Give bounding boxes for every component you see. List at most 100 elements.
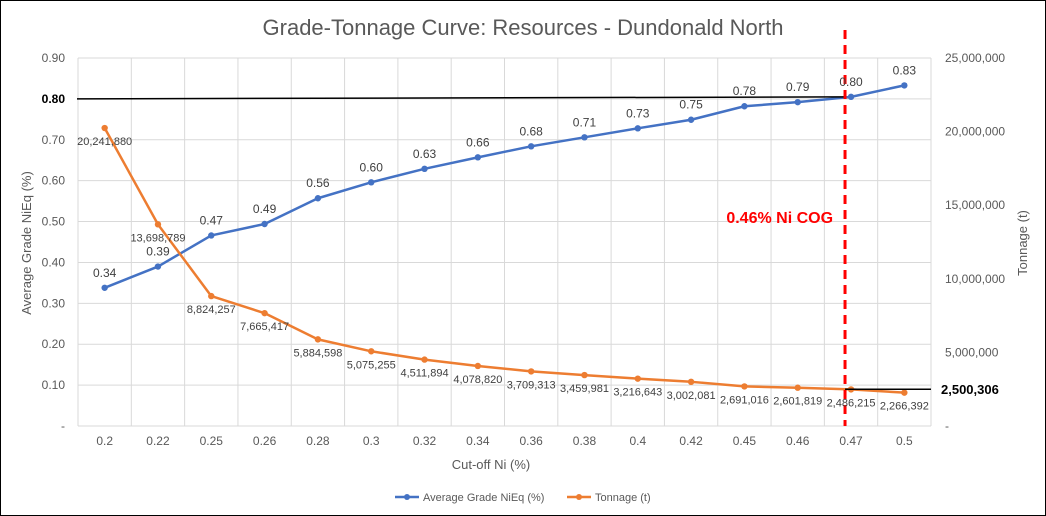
tonnage-data-label: 2,601,819 (773, 396, 822, 408)
legend-label-grade: Average Grade NiEq (%) (423, 492, 544, 504)
chart-title: Grade-Tonnage Curve: Resources - Dundona… (263, 15, 784, 40)
grade-data-label: 0.68 (519, 124, 543, 138)
grade-data-label: 0.49 (253, 202, 277, 216)
grade-data-label: 0.79 (786, 80, 810, 94)
grade-data-label: 0.63 (413, 147, 437, 161)
grade-data-label: 0.83 (893, 63, 917, 77)
tonnage-data-label: 2,266,392 (880, 401, 929, 413)
tonnage-data-label: 8,824,257 (187, 304, 236, 316)
data-labels: 0.34 0.39 0.47 0.49 0.56 0.60 0.63 0.66 0.68 0.71… (77, 63, 929, 412)
data-point-1 (101, 124, 108, 132)
tonnage-data-label: 3,002,081 (667, 390, 716, 402)
data-point-0 (527, 143, 535, 150)
x-tick-label: 0.2 (96, 434, 113, 448)
data-point-0 (474, 154, 482, 161)
data-point-1 (794, 384, 801, 391)
legend-label-tonnage: Tonnage (t) (595, 492, 651, 504)
legend: Average Grade NiEq (%) Tonnage (t) (395, 492, 651, 504)
x-tick-label: 0.22 (146, 434, 170, 448)
tonnage-reference-label: 2,500,306 (941, 382, 999, 397)
data-point-0 (261, 220, 268, 228)
grade-data-label: 0.56 (306, 176, 330, 190)
x-tick-label: 0.5 (896, 434, 913, 448)
series (101, 82, 908, 396)
grade-data-label: 0.34 (93, 266, 117, 280)
data-point-0 (314, 195, 322, 202)
data-point-1 (634, 375, 641, 382)
y2-tick-label: - (945, 419, 949, 433)
data-point-0 (208, 232, 215, 239)
data-point-1 (421, 356, 428, 363)
x-tick-label: 0.45 (733, 434, 757, 448)
grade-data-label: 0.75 (679, 98, 703, 112)
x-tick-label: 0.47 (839, 434, 863, 448)
y-tick-label: 0.40 (42, 255, 66, 269)
data-point-0 (421, 165, 428, 173)
tonnage-data-label: 3,459,981 (560, 383, 609, 395)
tonnage-data-label: 5,075,255 (347, 359, 396, 371)
grade-data-label: 0.80 (839, 75, 863, 89)
grade-data-label: 0.39 (146, 245, 170, 259)
data-point-1 (474, 362, 482, 370)
legend-marker-tonnage (576, 494, 582, 500)
tonnage-data-label: 2,486,215 (827, 397, 876, 409)
tonnage-data-label: 2,691,016 (720, 394, 769, 406)
y-tick-label: 0.30 (42, 296, 66, 310)
y-tick-label: - (61, 419, 65, 433)
x-axis-title: Cut-off Ni (%) (452, 457, 531, 472)
cog-label: 0.46% Ni COG (726, 210, 833, 227)
tonnage-data-label: 5,884,598 (293, 347, 342, 359)
data-point-0 (901, 82, 908, 89)
x-tick-label: 0.36 (519, 434, 543, 448)
series-line-1 (103, 127, 905, 394)
data-point-1 (901, 389, 908, 396)
y-tick-label: 0.50 (42, 215, 66, 229)
x-tick-label: 0.34 (466, 434, 490, 448)
data-point-0 (154, 263, 162, 270)
y-tick-label: 0.20 (42, 337, 66, 351)
reference-lines: 0.46% Ni COG 0.80 2,500,306 (42, 30, 999, 426)
x-tick-label: 0.28 (306, 434, 330, 448)
grade-data-label: 0.66 (466, 135, 490, 149)
data-point-1 (368, 348, 375, 355)
data-point-0 (794, 98, 801, 106)
y-tick-label: 0.60 (42, 174, 66, 188)
y-axis-title: Average Grade NiEq (%) (19, 171, 34, 315)
grade-reference-label: 0.80 (42, 92, 66, 106)
y-tick-label: 0.90 (42, 51, 66, 65)
tonnage-data-label: 4,511,894 (400, 368, 448, 380)
y2-axis-title: Tonnage (t) (1015, 210, 1030, 276)
y2-tick-label: 20,000,000 (945, 125, 1005, 139)
tonnage-data-label: 3,709,313 (507, 379, 556, 391)
y2-tick-label: 5,000,000 (945, 345, 999, 359)
legend-marker-grade (404, 494, 410, 500)
data-point-0 (101, 284, 108, 291)
data-point-1 (208, 292, 215, 300)
tonnage-data-label: 4,078,820 (453, 374, 502, 386)
data-point-0 (634, 125, 641, 132)
gridlines (77, 57, 932, 427)
y2-tick-label: 10,000,000 (945, 272, 1005, 286)
x-tick-label: 0.46 (786, 434, 810, 448)
data-point-1 (527, 368, 535, 375)
data-point-0 (368, 179, 375, 186)
tonnage-data-label: 13,698,789 (130, 232, 185, 244)
grade-data-label: 0.47 (200, 213, 224, 227)
data-point-0 (581, 134, 588, 141)
data-point-0 (687, 116, 695, 123)
x-tick-label: 0.4 (629, 434, 646, 448)
y2-tick-label: 15,000,000 (945, 198, 1005, 212)
data-point-1 (581, 371, 588, 379)
tonnage-data-label: 3,216,643 (613, 387, 662, 399)
y2-tick-label: 25,000,000 (945, 51, 1005, 65)
y-tick-label: 0.10 (42, 378, 66, 392)
grade-data-label: 0.71 (573, 115, 597, 129)
y-tick-label: 0.70 (42, 133, 66, 147)
data-point-1 (687, 378, 695, 386)
data-point-1 (261, 309, 268, 317)
axes: - 0.10 0.20 0.30 0.40 0.50 0.60 0.70 0.80 0.90 - 5,… (42, 51, 1006, 448)
tonnage-data-label: 7,665,417 (240, 321, 289, 333)
x-tick-label: 0.25 (200, 434, 224, 448)
